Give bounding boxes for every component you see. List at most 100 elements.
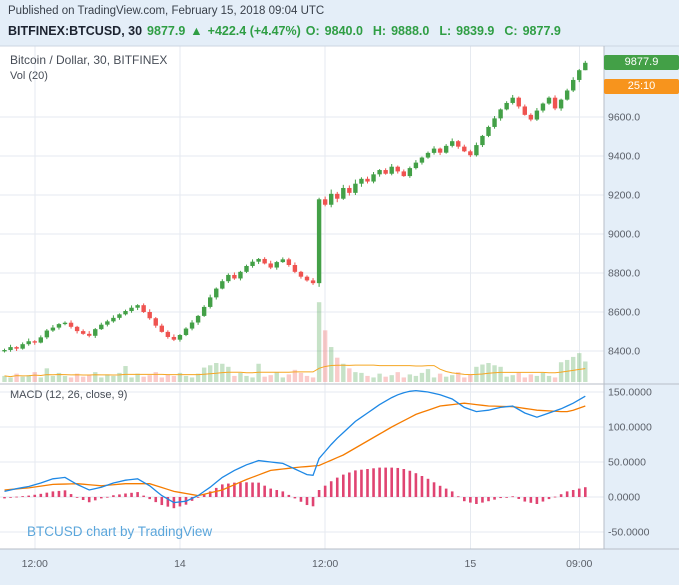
volume-bar [244, 375, 249, 382]
tradingview-watermark-link[interactable]: BTCUSD chart by TradingView [27, 524, 213, 539]
macd-histogram-bar [33, 494, 37, 497]
candle-body [256, 258, 261, 262]
volume-bar [528, 374, 534, 382]
time-axis-label: 09:00 [566, 558, 592, 570]
candle-body [468, 151, 473, 156]
macd-histogram-bar [100, 497, 103, 499]
macd-histogram-bar [221, 484, 224, 497]
macd-histogram-bar [3, 497, 6, 499]
candle-body [123, 311, 128, 315]
macd-histogram-bar [233, 482, 236, 497]
published-line: Published on TradingView.com, February 1… [8, 5, 325, 17]
macd-histogram-bar [227, 483, 230, 497]
volume-bar [111, 375, 116, 382]
candle-body [62, 322, 68, 325]
macd-histogram-bar [354, 470, 357, 497]
candle-body [232, 274, 237, 279]
candle-body [14, 347, 19, 349]
plot-background [0, 46, 604, 549]
macd-histogram-bar [154, 497, 158, 503]
macd-axis-label: 100.0000 [608, 422, 652, 434]
macd-histogram-bar [559, 494, 563, 497]
macd-histogram-bar [511, 496, 514, 498]
volume-bar [32, 372, 37, 382]
volume-bar [286, 374, 292, 382]
volume-bar [50, 375, 56, 382]
ohlc-close: C: 9877.9 [504, 24, 561, 38]
candle-body [32, 341, 37, 343]
volume-bar [371, 377, 376, 382]
candle-body [431, 148, 437, 153]
volume-bar [274, 372, 279, 382]
volume-bar [135, 373, 140, 382]
macd-histogram-bar [245, 482, 248, 497]
macd-histogram-bar [281, 491, 285, 497]
macd-histogram-bar [118, 494, 121, 497]
candle-body [534, 110, 540, 120]
volume-bar [141, 376, 146, 382]
candle-body [552, 97, 558, 109]
volume-bar [504, 376, 509, 382]
candle-body [2, 350, 7, 352]
macd-histogram-bar [251, 482, 254, 497]
candle-body [304, 276, 310, 281]
candle-body [135, 305, 140, 308]
time-axis-label: 12:00 [22, 558, 48, 570]
volume-bar [38, 377, 43, 382]
macd-histogram-bar [469, 497, 472, 503]
candle-body [425, 152, 431, 158]
volume-bar [62, 375, 68, 382]
candle-body [159, 325, 164, 332]
candle-body [195, 315, 201, 323]
volume-bar [365, 375, 370, 382]
macd-histogram-bar [75, 497, 79, 498]
volume-bar [214, 363, 219, 382]
macd-histogram-bar [463, 497, 466, 502]
candle-body [450, 141, 455, 146]
macd-histogram-bar [402, 469, 406, 497]
macd-histogram-bar [329, 481, 333, 497]
candle-body [105, 321, 110, 325]
macd-histogram-bar [202, 494, 206, 497]
volume-bar [437, 373, 443, 382]
candle-body [419, 157, 425, 163]
volume-bar [304, 375, 310, 382]
macd-histogram-bar [63, 490, 67, 497]
macd-histogram-bar [414, 473, 418, 497]
volume-bar [165, 374, 171, 382]
volume-bar [316, 302, 322, 382]
candle-body [546, 97, 552, 104]
price-change: +422.4 (+4.47%) [207, 24, 301, 38]
macd-histogram-bar [408, 470, 412, 497]
candle-body [238, 271, 243, 279]
candle-body [87, 333, 92, 336]
symbol-line: BITFINEX:BTCUSD, 30 9877.9 ▲ +422.4 (+4.47%… [8, 24, 571, 38]
macd-histogram-bar [106, 496, 109, 498]
candle-body [359, 178, 364, 184]
macd-histogram-bar [390, 467, 393, 497]
macd-histogram-bar [166, 497, 170, 507]
macd-histogram-bar [372, 468, 375, 497]
volume-bar [498, 366, 503, 382]
macd-histogram-bar [130, 492, 133, 497]
volume-bar [462, 377, 467, 382]
macd-histogram-bar [317, 490, 321, 497]
candle-body [201, 306, 207, 316]
candle-body [183, 328, 189, 336]
macd-histogram-bar [214, 487, 218, 497]
volume-bar [341, 363, 346, 382]
macd-histogram-bar [323, 485, 327, 497]
candle-body [395, 166, 400, 172]
candle-body [413, 162, 419, 169]
macd-histogram-bar [426, 478, 430, 497]
bar-countdown-badge: 25:10 [604, 79, 679, 94]
candle-body [492, 118, 497, 127]
volume-bar [389, 375, 394, 382]
macd-histogram-bar [27, 495, 30, 497]
candle-body [365, 178, 370, 182]
candle-body [571, 79, 576, 91]
macd-histogram-bar [523, 497, 527, 502]
volume-bar [117, 372, 122, 382]
macd-histogram-bar [565, 491, 569, 497]
candle-body [401, 171, 406, 177]
